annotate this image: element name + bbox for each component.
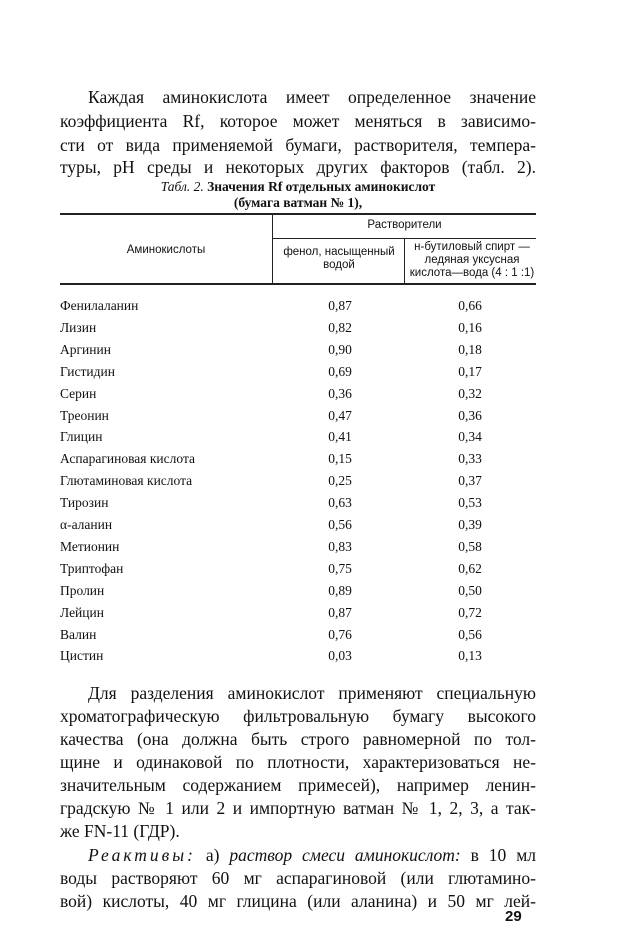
rf-phenol: 0,41 <box>328 429 352 445</box>
text-line: воды растворяют 60 мг аспарагиновой (или… <box>60 868 536 888</box>
text-span: в 10 мл <box>470 845 537 865</box>
table-row: Глицин 0,41 0,34 <box>60 427 536 447</box>
rf-butanol: 0,58 <box>458 538 482 554</box>
rf-phenol: 0,89 <box>328 582 352 598</box>
rf-butanol: 0,17 <box>458 363 482 379</box>
group-rule <box>273 238 536 239</box>
amino-acid-name: Глютаминовая кислота <box>60 473 193 489</box>
rf-butanol: 0,72 <box>458 604 482 620</box>
rf-butanol: 0,32 <box>458 385 482 401</box>
header-amino-acids: Аминокислоты <box>126 244 206 256</box>
rf-butanol: 0,18 <box>458 341 482 357</box>
text-line: сти от вида применяемой бумаги, раствори… <box>60 135 536 155</box>
table-row: Аспарагиновая кислота 0,15 0,33 <box>60 449 536 469</box>
rf-butanol: 0,13 <box>458 648 482 664</box>
caption-subtitle: (бумага ватман № 1), <box>233 195 363 210</box>
table-row: α-аланин 0,56 0,39 <box>60 515 536 535</box>
table-row: Пролин 0,89 0,50 <box>60 581 536 601</box>
italic-span: раствор смеси аминокислот: <box>229 845 461 865</box>
rf-butanol: 0,66 <box>458 298 482 313</box>
amino-acid-name: Цистин <box>60 648 104 664</box>
table-row: Цистин 0,03 0,13 <box>60 646 536 666</box>
text-line: градскую № 1 или 2 и импортную ватман № … <box>60 798 536 818</box>
text-line: Реактивы: а) раствор смеси аминокислот: … <box>88 845 536 865</box>
text-line: качества (она должна быть строго равноме… <box>60 729 536 749</box>
rf-phenol: 0,47 <box>328 407 352 423</box>
rf-butanol: 0,16 <box>458 319 482 335</box>
text-span: а) <box>205 845 220 865</box>
rf-phenol: 0,63 <box>328 495 352 511</box>
rf-butanol: 0,36 <box>458 407 482 423</box>
rf-phenol: 0,25 <box>328 473 352 489</box>
rf-phenol: 0,56 <box>328 517 352 532</box>
column-divider <box>272 214 273 283</box>
rf-phenol: 0,87 <box>328 604 352 620</box>
rf-butanol: 0,50 <box>458 582 482 598</box>
rf-phenol: 0,90 <box>328 341 352 357</box>
amino-acid-name: α-аланин <box>60 517 113 532</box>
table-row: Фенилаланин 0,87 0,66 <box>60 296 536 316</box>
table-row: Лейцин 0,87 0,72 <box>60 603 536 623</box>
amino-acid-name: Гистидин <box>60 363 115 379</box>
amino-acid-name: Триптофан <box>60 560 124 576</box>
rf-butanol: 0,33 <box>458 451 482 467</box>
table-row: Валин 0,76 0,56 <box>60 625 536 645</box>
rf-phenol: 0,83 <box>328 538 352 554</box>
amino-acid-name: Фенилаланин <box>60 298 139 313</box>
text-line: хроматографическую фильтровальную бумагу… <box>60 706 536 726</box>
rf-butanol: 0,39 <box>458 517 482 532</box>
reagents-label: Реактивы: <box>88 845 196 865</box>
column-divider <box>404 239 405 283</box>
text-line: же FN-11 (ГДР). <box>60 821 180 841</box>
amino-acid-name: Аспарагиновая кислота <box>60 451 196 467</box>
table-row: Гистидин 0,69 0,17 <box>60 362 536 382</box>
rf-phenol: 0,75 <box>328 560 352 576</box>
amino-acid-name: Пролин <box>60 582 105 598</box>
rf-phenol: 0,15 <box>328 451 352 467</box>
amino-acid-name: Лейцин <box>60 604 104 620</box>
table-row: Тирозин 0,63 0,53 <box>60 493 536 513</box>
rf-butanol: 0,62 <box>458 560 482 576</box>
amino-acid-name: Глицин <box>60 429 103 445</box>
rf-phenol: 0,03 <box>328 648 352 664</box>
header-phenol: фенол, насыщенный водой <box>283 246 395 271</box>
amino-acid-name: Лизин <box>60 319 97 335</box>
header-solvents: Растворители <box>367 219 442 231</box>
page-number: 29 <box>505 908 522 925</box>
rf-butanol: 0,37 <box>458 473 482 489</box>
amino-acid-name: Треонин <box>60 407 109 423</box>
amino-acid-name: Метионин <box>60 538 120 554</box>
rf-butanol: 0,53 <box>458 495 482 511</box>
table-row: Серин 0,36 0,32 <box>60 384 536 404</box>
rf-phenol: 0,69 <box>328 363 352 379</box>
table-row: Треонин 0,47 0,36 <box>60 406 536 426</box>
text-line: Каждая аминокислота имеет определенное з… <box>88 87 536 107</box>
amino-acid-name: Валин <box>60 626 97 642</box>
amino-acid-name: Аргинин <box>60 341 111 357</box>
text-line: щине и одинаковой по плотности, характер… <box>60 752 536 772</box>
amino-acid-name: Серин <box>60 385 97 401</box>
rf-phenol: 0,82 <box>328 319 352 335</box>
rf-butanol: 0,56 <box>458 626 482 642</box>
header-butanol: н-бутиловый спирт — ледяная уксусная кис… <box>409 241 535 279</box>
text-line: Для разделения аминокислот применяют спе… <box>88 683 536 703</box>
text-line: значительным содержанием примесей), напр… <box>60 775 536 795</box>
rf-phenol: 0,76 <box>328 626 352 642</box>
table-row: Метионин 0,83 0,58 <box>60 537 536 557</box>
rf-phenol: 0,87 <box>328 298 352 313</box>
rf-phenol: 0,36 <box>328 385 352 401</box>
table-top-rule <box>60 213 536 215</box>
table-row: Лизин 0,82 0,16 <box>60 318 536 338</box>
caption-title: Значения Rf отдельных аминокислот <box>207 179 436 194</box>
table-row: Аргинин 0,90 0,18 <box>60 340 536 360</box>
text-line: туры, pH среды и некоторых других фактор… <box>60 157 536 177</box>
amino-acid-name: Тирозин <box>60 495 109 511</box>
caption-label: Табл. 2. <box>160 179 204 194</box>
text-line: коэффициента Rf, которое может меняться … <box>60 111 536 131</box>
text-line: вой) кислоты, 40 мг глицина (или аланина… <box>60 891 536 911</box>
table-row: Глютаминовая кислота 0,25 0,37 <box>60 471 536 491</box>
rf-butanol: 0,34 <box>458 429 482 445</box>
header-bottom-rule <box>60 283 536 285</box>
table-row: Триптофан 0,75 0,62 <box>60 559 536 579</box>
